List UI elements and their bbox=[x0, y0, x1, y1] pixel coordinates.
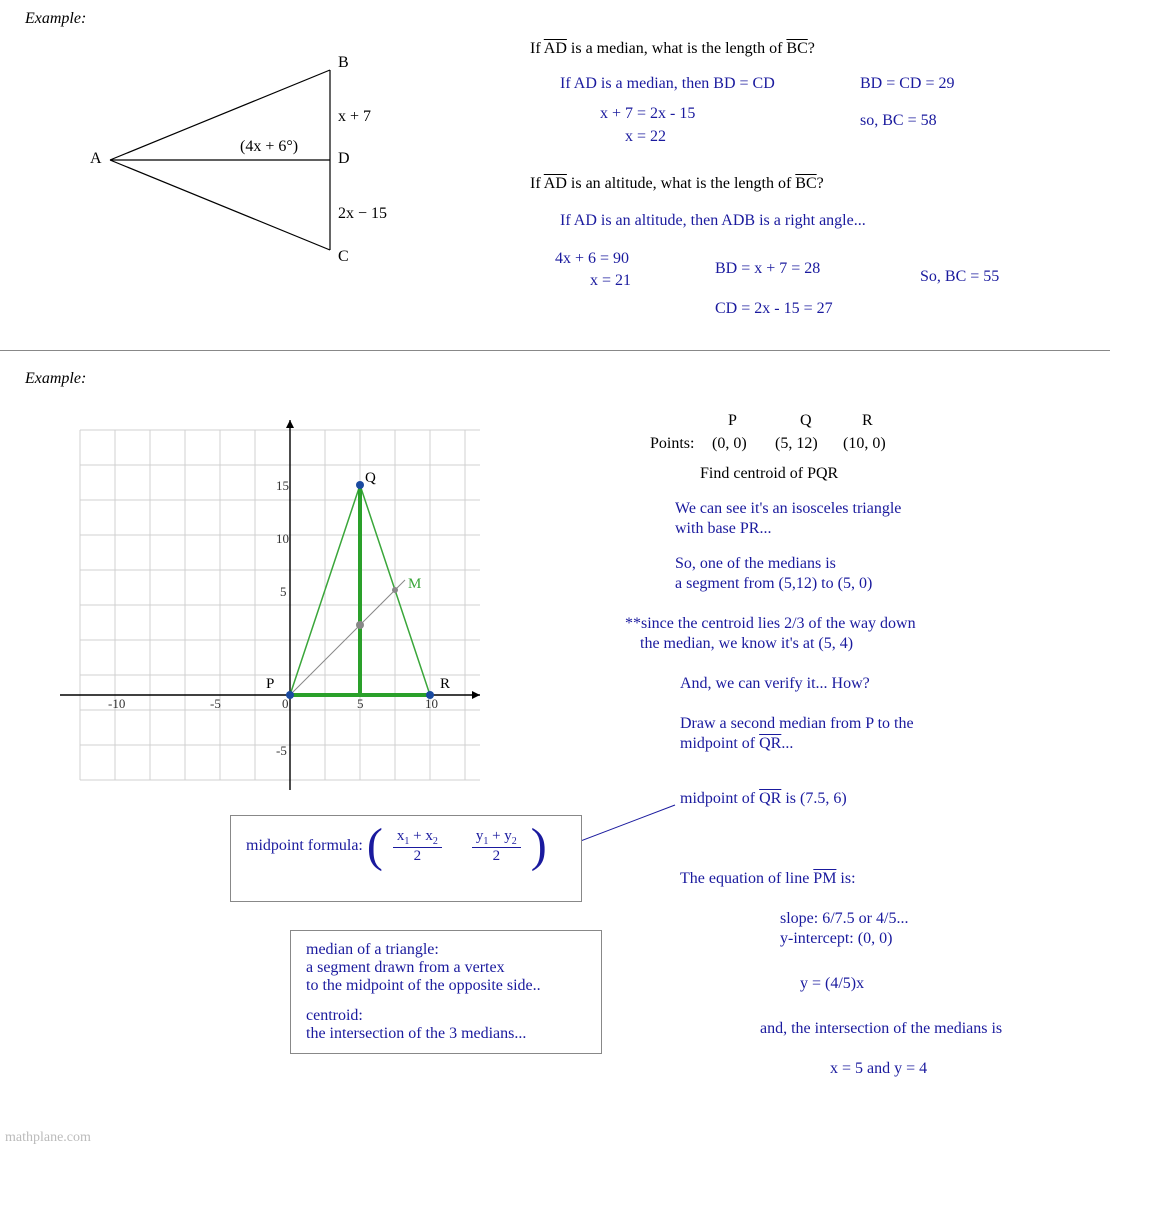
points-R: (10, 0) bbox=[843, 435, 886, 453]
label-bd: x + 7 bbox=[338, 108, 371, 126]
s14: y = (4/5)x bbox=[800, 975, 864, 993]
label-angle: (4x + 6°) bbox=[240, 138, 298, 156]
hdr-Q: Q bbox=[800, 412, 812, 430]
formula-label: midpoint formula: bbox=[246, 837, 363, 854]
label-D: D bbox=[338, 150, 350, 168]
task: Find centroid of PQR bbox=[700, 465, 838, 483]
a2-m2: CD = 2x - 15 = 27 bbox=[715, 300, 833, 318]
d4: centroid: bbox=[306, 1007, 586, 1025]
formula-box: midpoint formula: ( x1 + x2 2 y1 + y2 2 … bbox=[230, 815, 582, 902]
q2-post: ? bbox=[817, 175, 824, 192]
svg-text:5: 5 bbox=[280, 584, 287, 599]
svg-text:-10: -10 bbox=[108, 696, 125, 711]
a1-r1: BD = CD = 29 bbox=[860, 75, 955, 93]
s6: the median, we know it's at (5, 4) bbox=[640, 635, 853, 653]
a1-l3: x = 22 bbox=[625, 128, 666, 146]
fn4: y bbox=[504, 828, 512, 844]
s5: **since the centroid lies 2/3 of the way… bbox=[625, 615, 916, 633]
a1-r2: so, BC = 58 bbox=[860, 112, 937, 130]
a1-l1: If AD is a median, then BD = CD bbox=[560, 75, 775, 93]
svg-text:5: 5 bbox=[357, 696, 364, 711]
defs-box: median of a triangle: a segment drawn fr… bbox=[290, 930, 602, 1054]
svg-text:R: R bbox=[440, 676, 450, 692]
q1: If AD is a median, what is the length of… bbox=[530, 40, 815, 58]
s10-post: is (7.5, 6) bbox=[781, 790, 846, 807]
s7: And, we can verify it... How? bbox=[680, 675, 870, 693]
q2: If AD is an altitude, what is the length… bbox=[530, 175, 824, 193]
example1-label: Example: bbox=[25, 10, 86, 28]
s9: midpoint of QR... bbox=[680, 735, 793, 753]
points-P: (0, 0) bbox=[712, 435, 747, 453]
triangle-diagram: A B C D (4x + 6°) x + 7 2x − 15 bbox=[90, 50, 390, 280]
svg-text:-5: -5 bbox=[210, 696, 221, 711]
a2-l2: 4x + 6 = 90 bbox=[555, 250, 629, 268]
a2-r1: So, BC = 55 bbox=[920, 268, 999, 286]
svg-text:P: P bbox=[266, 676, 274, 692]
footer: mathplane.com bbox=[5, 1130, 91, 1146]
q1-mid: is a median, what is the length of bbox=[567, 40, 787, 57]
label-A: A bbox=[90, 150, 102, 168]
points-label: Points: bbox=[650, 435, 694, 453]
s9-pre: midpoint of bbox=[680, 735, 759, 752]
s11-post: is: bbox=[836, 870, 855, 887]
fs4: 2 bbox=[512, 836, 517, 847]
q2-seg2: BC bbox=[795, 175, 816, 192]
coord-graph: 15 10 5 -5 -10 -5 0 5 10 P Q R M bbox=[60, 410, 480, 805]
label-dc: 2x − 15 bbox=[338, 205, 387, 223]
s15: and, the intersection of the medians is bbox=[760, 1020, 1002, 1038]
fp2: + bbox=[488, 828, 504, 844]
fs2: 2 bbox=[433, 836, 438, 847]
s9-seg: QR bbox=[759, 735, 781, 752]
d2: a segment drawn from a vertex bbox=[306, 959, 586, 977]
a2-m1: BD = x + 7 = 28 bbox=[715, 260, 820, 278]
connector-line bbox=[570, 800, 680, 850]
q1-seg1: AD bbox=[544, 40, 567, 57]
s10: midpoint of QR is (7.5, 6) bbox=[680, 790, 847, 808]
s12: slope: 6/7.5 or 4/5... bbox=[780, 910, 908, 928]
s11-pre: The equation of line bbox=[680, 870, 813, 887]
q2-pre: If bbox=[530, 175, 544, 192]
q1-post: ? bbox=[808, 40, 815, 57]
svg-text:15: 15 bbox=[276, 478, 289, 493]
q2-mid: is an altitude, what is the length of bbox=[567, 175, 795, 192]
svg-text:M: M bbox=[408, 576, 421, 592]
hdr-R: R bbox=[862, 412, 873, 430]
d1: median of a triangle: bbox=[306, 941, 586, 959]
q1-seg2: BC bbox=[786, 40, 807, 57]
d3: to the midpoint of the opposite side.. bbox=[306, 977, 586, 995]
svg-text:10: 10 bbox=[276, 531, 289, 546]
svg-text:0: 0 bbox=[282, 696, 289, 711]
divider bbox=[0, 350, 1110, 351]
s11-seg: PM bbox=[813, 870, 836, 887]
s1: We can see it's an isosceles triangle bbox=[675, 500, 901, 518]
q2-seg1: AD bbox=[544, 175, 567, 192]
fd1: 2 bbox=[393, 848, 442, 865]
s9-post: ... bbox=[781, 735, 793, 752]
label-C: C bbox=[338, 248, 349, 266]
fd2: 2 bbox=[472, 848, 521, 865]
q1-pre: If bbox=[530, 40, 544, 57]
s10-pre: midpoint of bbox=[680, 790, 759, 807]
s11: The equation of line PM is: bbox=[680, 870, 856, 888]
svg-text:-5: -5 bbox=[276, 743, 287, 758]
hdr-P: P bbox=[728, 412, 737, 430]
fn2: x bbox=[425, 828, 433, 844]
s3: So, one of the medians is bbox=[675, 555, 836, 573]
fp1: + bbox=[409, 828, 425, 844]
s10-seg: QR bbox=[759, 790, 781, 807]
label-B: B bbox=[338, 54, 349, 72]
d5: the intersection of the 3 medians... bbox=[306, 1025, 586, 1043]
example2-label: Example: bbox=[25, 370, 86, 388]
a2-l1: If AD is an altitude, then ADB is a righ… bbox=[560, 212, 866, 230]
s13: y-intercept: (0, 0) bbox=[780, 930, 892, 948]
s16: x = 5 and y = 4 bbox=[830, 1060, 927, 1078]
a1-l2: x + 7 = 2x - 15 bbox=[600, 105, 695, 123]
points-Q: (5, 12) bbox=[775, 435, 818, 453]
a2-l3: x = 21 bbox=[590, 272, 631, 290]
s2: with base PR... bbox=[675, 520, 771, 538]
svg-text:Q: Q bbox=[365, 470, 376, 486]
s8: Draw a second median from P to the bbox=[680, 715, 914, 733]
s4: a segment from (5,12) to (5, 0) bbox=[675, 575, 872, 593]
